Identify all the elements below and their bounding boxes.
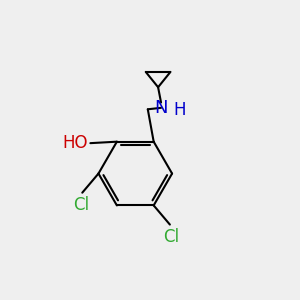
Text: N: N	[154, 99, 168, 117]
Text: Cl: Cl	[73, 196, 89, 214]
Text: HO: HO	[62, 134, 88, 152]
Text: H: H	[173, 101, 186, 119]
Text: Cl: Cl	[163, 228, 179, 246]
